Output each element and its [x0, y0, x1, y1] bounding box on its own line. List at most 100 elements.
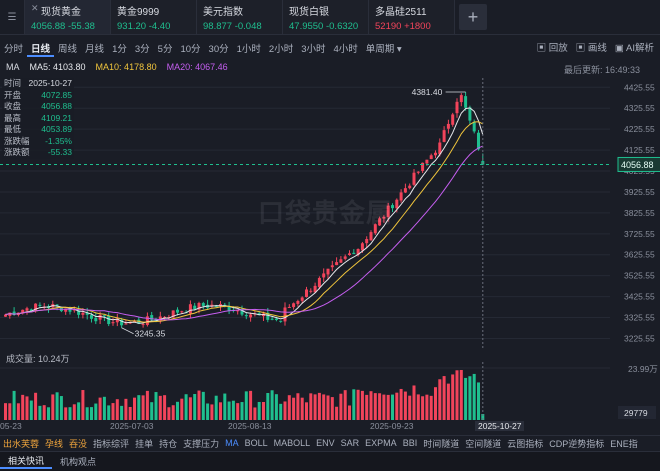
candle: [322, 268, 326, 282]
indicator-tab[interactable]: 吞没: [69, 438, 88, 449]
volume-bar: [16, 403, 20, 420]
quote-tab[interactable]: 黄金9999 931.20 -4.40: [111, 0, 197, 34]
add-tab-button[interactable]: +: [459, 4, 487, 30]
candle: [279, 320, 283, 323]
ai-button[interactable]: ▣ AI解析: [615, 40, 654, 54]
indicator-tab[interactable]: 时间隧道: [423, 438, 460, 449]
volume-bar: [102, 396, 106, 420]
candle: [29, 308, 33, 311]
bottom-tab[interactable]: 机构观点: [60, 457, 97, 467]
candle: [193, 302, 197, 311]
period-tab[interactable]: 1小时: [236, 44, 261, 55]
quote-tab[interactable]: 美元指数 98.877 -0.048: [197, 0, 283, 34]
volume-bar: [59, 396, 63, 420]
candle: [378, 216, 382, 226]
indicator-tab[interactable]: 挂单: [135, 438, 154, 449]
candle: [343, 254, 347, 261]
volume-chart[interactable]: 23.99万 29779: [0, 362, 660, 420]
period-tab[interactable]: 1分: [112, 44, 127, 55]
indicator-tab[interactable]: 空间隧道: [465, 438, 502, 449]
indicator-tab[interactable]: MABOLL: [273, 438, 311, 448]
volume-bar: [206, 403, 210, 420]
volume-bar: [313, 394, 317, 420]
period-tab[interactable]: 3小时: [301, 44, 326, 55]
candle-body: [171, 310, 175, 318]
indicator-tab[interactable]: 出水芙蓉: [3, 438, 40, 449]
candle-body: [115, 318, 119, 323]
period-tab[interactable]: 单周期 ▾: [365, 44, 402, 55]
volume-bar: [279, 403, 283, 420]
quote-tab[interactable]: 多晶硅2511 52190 +1800: [369, 0, 455, 34]
menu-icon[interactable]: ☰: [0, 0, 25, 34]
volume-bar: [274, 394, 278, 420]
period-tab[interactable]: 30分: [208, 44, 229, 55]
period-tab[interactable]: 分时: [4, 44, 24, 55]
candle-body: [322, 273, 326, 278]
ma20-line: [5, 145, 483, 321]
replay-button[interactable]: ▣ 回放: [537, 40, 568, 54]
ohlc-high: 4109.21: [41, 112, 72, 123]
quote-tab[interactable]: 现货白银 47.9550 -0.6320: [283, 0, 369, 34]
indicator-tab[interactable]: 持仓: [159, 438, 178, 449]
candle: [451, 112, 455, 127]
volume-current-tag: [618, 406, 656, 419]
volume-bar: [352, 389, 356, 420]
period-tab[interactable]: 月线: [85, 44, 105, 55]
volume-bar: [425, 394, 429, 420]
indicator-tab[interactable]: BOLL: [244, 438, 268, 448]
candle: [459, 93, 463, 107]
indicator-tab[interactable]: EXPMA: [365, 438, 397, 448]
period-tab[interactable]: 3分: [134, 44, 150, 55]
ohlc-chg-label: 涨跌额: [4, 147, 30, 157]
indicator-tab[interactable]: 指标综评: [93, 438, 130, 449]
x-tick-label: 2025-09-23: [370, 421, 414, 431]
indicator-tab[interactable]: 支撑压力: [183, 438, 220, 449]
period-tab[interactable]: 10分: [180, 44, 201, 55]
candle: [369, 230, 373, 241]
period-tab[interactable]: 日线: [27, 41, 55, 57]
candle: [464, 91, 468, 111]
indicator-tab[interactable]: ENE指: [610, 438, 638, 449]
indicator-tab[interactable]: 云图指标: [507, 438, 544, 449]
candle-body: [399, 192, 403, 201]
close-icon[interactable]: ✕: [31, 3, 39, 13]
volume-bar: [429, 395, 433, 420]
candle: [296, 299, 300, 307]
indicator-tab[interactable]: CDP逆势指标: [549, 438, 605, 449]
x-axis: 05-23 2025-07-03 2025-08-13 2025-09-23 2025-…: [0, 421, 660, 433]
candle-body: [77, 310, 81, 315]
volume-bar: [434, 387, 437, 420]
candle-body: [12, 311, 16, 315]
ma-legend: MA MA5: 4103.80 MA10: 4178.80 MA20: 4067…: [0, 62, 660, 76]
volume-bar: [184, 394, 188, 420]
volume-bar: [231, 400, 235, 420]
indicator-tab[interactable]: 孕线: [45, 438, 64, 449]
volume-bar: [399, 388, 403, 420]
bottom-tab[interactable]: 相关快讯: [0, 454, 53, 469]
candle: [21, 309, 25, 315]
volume-bar: [154, 392, 158, 420]
volume-bar: [12, 390, 16, 420]
volume-bar: [442, 376, 446, 420]
min-marker-line: [121, 327, 134, 335]
indicator-tab[interactable]: SAR: [340, 438, 360, 448]
candle: [434, 150, 437, 159]
period-tab[interactable]: 周线: [58, 44, 78, 55]
draw-button[interactable]: ▣ 画线: [576, 40, 607, 54]
candle-body: [81, 312, 85, 315]
candle: [313, 282, 317, 293]
period-tab[interactable]: 2小时: [268, 44, 294, 55]
quote-tab[interactable]: ✕ 现货黄金 4056.88 -55.38: [25, 0, 111, 34]
candle-body: [416, 171, 420, 173]
candle-body: [214, 305, 218, 307]
indicator-tab[interactable]: ENV: [316, 438, 335, 448]
indicator-tab[interactable]: BBI: [402, 438, 418, 448]
candlestick-chart[interactable]: 4425.554325.554225.554125.554025.553925.…: [0, 78, 660, 348]
candle: [455, 98, 459, 118]
candle: [201, 301, 205, 310]
volume-bar: [365, 394, 369, 420]
indicator-tab[interactable]: MA: [225, 438, 239, 448]
period-tab[interactable]: 4小时: [333, 44, 358, 55]
candle-body: [360, 243, 364, 251]
period-tab[interactable]: 5分: [157, 44, 173, 55]
